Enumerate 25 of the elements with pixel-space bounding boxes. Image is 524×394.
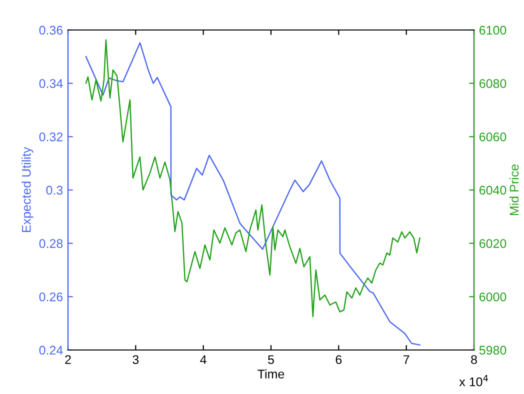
y2-tick-label: 6060 bbox=[479, 132, 506, 142]
y2-tick-label: 6080 bbox=[479, 79, 506, 88]
y-tick-label: 0.36 bbox=[39, 26, 63, 35]
y-tick-label: 0.34 bbox=[39, 79, 63, 88]
x-axis-title: Time bbox=[258, 369, 284, 378]
y2-axis-title: Mid Price bbox=[509, 164, 519, 216]
y-tick-label: 0.28 bbox=[39, 239, 63, 248]
y-tick-label: 0.32 bbox=[39, 132, 63, 142]
x-tick-label: 2 bbox=[65, 355, 71, 364]
x-tick-label: 4 bbox=[200, 355, 206, 364]
y2-tick-label: 6040 bbox=[479, 186, 506, 195]
text: x 10$^{4}$ bbox=[459, 374, 488, 386]
x-tick-label: 6 bbox=[336, 355, 342, 364]
x-tick-label: 8 bbox=[471, 355, 477, 364]
x-tick-label: 3 bbox=[132, 355, 139, 364]
y-tick-label: 0.26 bbox=[39, 292, 63, 302]
y-tick-label: 0.3 bbox=[46, 186, 63, 195]
y2-tick-label: 6020 bbox=[479, 239, 506, 248]
x-tick-label: 7 bbox=[404, 355, 410, 364]
y2-tick-label: 6100 bbox=[479, 26, 506, 35]
y-tick-label: 0.24 bbox=[39, 346, 63, 355]
y-axis-title: Expected Utility bbox=[22, 146, 34, 232]
y2-tick-label: 6000 bbox=[479, 292, 506, 302]
x-tick-label: 5 bbox=[268, 355, 274, 364]
y2-tick-label: 5980 bbox=[479, 346, 506, 355]
